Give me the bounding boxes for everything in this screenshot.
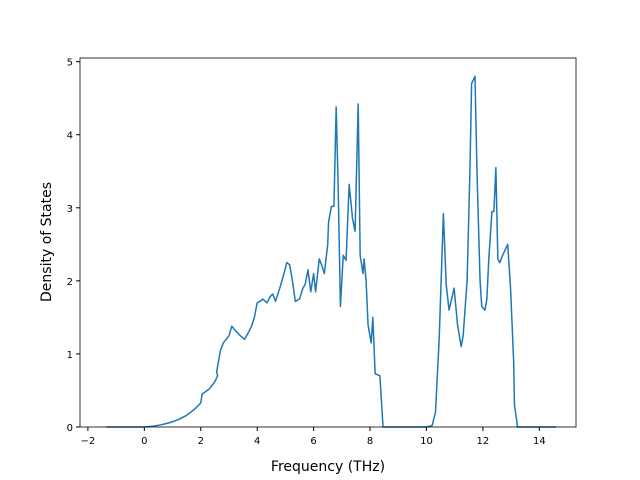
x-tick-label: 4 — [254, 436, 260, 447]
y-tick-label: 2 — [67, 277, 73, 288]
plot-frame — [79, 57, 577, 428]
line — [106, 75, 557, 428]
x-tick-label: 10 — [420, 436, 433, 447]
x-tick-label: 14 — [533, 436, 546, 447]
y-tick-label: 3 — [67, 204, 73, 215]
x-tick-label: 0 — [141, 436, 147, 447]
x-tick-label: 6 — [310, 436, 316, 447]
y-tick-label: 1 — [67, 350, 73, 361]
x-tick-label: 12 — [477, 436, 490, 447]
x-tick-label: 8 — [367, 436, 373, 447]
x-tick-label: 2 — [198, 436, 204, 447]
y-tick-label: 5 — [67, 58, 73, 69]
y-tick-label: 0 — [67, 423, 73, 434]
x-axis-label: Frequency (THz) — [271, 459, 385, 475]
y-axis-label: Density of States — [39, 182, 55, 302]
y-tick-label: 4 — [67, 131, 73, 142]
x-tick-label: −2 — [81, 436, 96, 447]
